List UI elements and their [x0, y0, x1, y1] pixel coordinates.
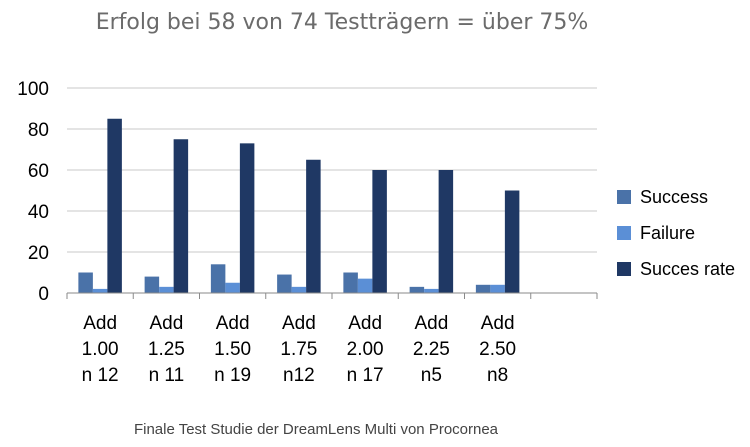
x-tick-label: n8	[487, 365, 508, 386]
x-tick-label: n 11	[149, 365, 185, 386]
x-tick-label: Add	[282, 313, 316, 334]
x-tick-label: 2.50	[479, 339, 516, 360]
bar-success	[144, 276, 160, 293]
x-tick-label: n12	[283, 365, 315, 386]
bars	[78, 118, 520, 293]
legend-label: Success	[640, 187, 708, 207]
y-axis-ticks: 0 20 40 60 80 100	[17, 79, 49, 305]
bar-failure	[357, 278, 373, 293]
x-tick-label: 1.50	[214, 339, 251, 360]
y-tick-label: 60	[28, 161, 49, 182]
bar-failure	[159, 286, 174, 293]
bar-success	[277, 274, 292, 293]
bar-failure	[490, 284, 505, 293]
bar-succes-rate	[107, 118, 122, 293]
legend-label: Succes rate	[640, 259, 735, 279]
x-tick-label: Add	[481, 313, 515, 334]
bar-success	[78, 272, 93, 293]
bar-failure	[92, 288, 108, 293]
x-tick-label: n 19	[214, 365, 251, 386]
x-tick-label: 2.00	[347, 339, 384, 360]
bar-succes-rate	[504, 190, 520, 293]
legend: Success Failure Succes rate	[617, 187, 735, 279]
bar-failure	[291, 286, 307, 293]
y-tick-label: 80	[28, 120, 49, 141]
bar-succes-rate	[239, 143, 255, 293]
bar-success	[475, 284, 491, 293]
bar-success	[343, 272, 358, 293]
legend-swatch	[617, 190, 631, 204]
y-tick-label: 40	[28, 202, 49, 223]
y-tick-label: 0	[38, 284, 49, 305]
bar-succes-rate	[173, 139, 189, 293]
x-axis: Add 1.00 n 12 Add 1.25 n 11 Add 1.50 n 19 Add 1.75…	[66, 292, 598, 386]
bar-success	[210, 264, 226, 293]
x-tick-label: n 12	[82, 365, 119, 386]
legend-swatch	[617, 226, 631, 240]
x-tick-label: 2.25	[413, 339, 450, 360]
x-tick-label: 1.00	[82, 339, 119, 360]
bar-succes-rate	[438, 170, 454, 293]
bar-success	[409, 286, 425, 293]
x-tick-label: Add	[83, 313, 117, 334]
x-tick-label: Add	[414, 313, 448, 334]
legend-swatch	[617, 262, 631, 276]
x-tick-label: Add	[149, 313, 183, 334]
chart-title: Erfolg bei 58 von 74 Testträgern = über …	[96, 10, 589, 35]
y-tick-label: 100	[17, 79, 49, 100]
x-tick-label: n5	[421, 365, 442, 386]
x-tick-label: Add	[348, 313, 382, 334]
x-tick-label: Add	[216, 313, 250, 334]
bar-failure	[225, 282, 240, 293]
legend-label: Failure	[640, 223, 695, 243]
x-tick-label: 1.25	[148, 339, 185, 360]
x-tick-label: 1.75	[280, 339, 317, 360]
bar-failure	[424, 288, 439, 293]
bar-succes-rate	[306, 159, 321, 293]
bar-succes-rate	[372, 170, 387, 293]
chart-caption: Finale Test Studie der DreamLens Multi v…	[134, 421, 499, 438]
y-tick-label: 20	[28, 243, 49, 264]
x-tick-label: n 17	[347, 365, 384, 386]
